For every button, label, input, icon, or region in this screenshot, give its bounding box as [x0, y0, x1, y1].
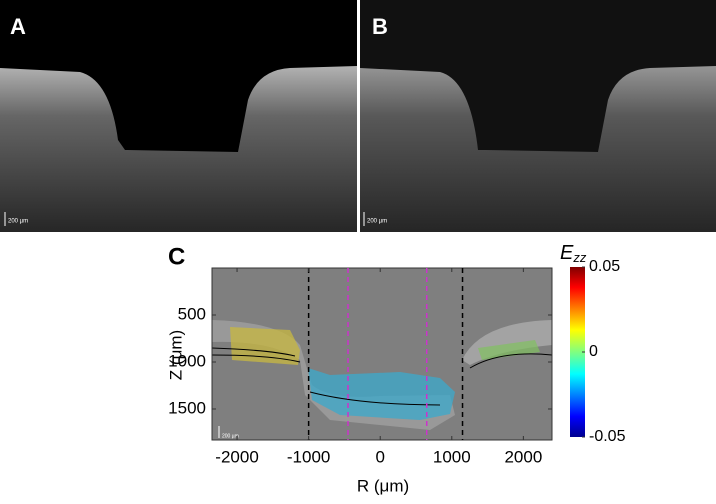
x-axis-label: R (μm)	[357, 476, 409, 495]
y-axis-label: Z (μm)	[166, 330, 185, 380]
colorbar-title-main: E	[560, 242, 574, 264]
layer-boundary	[211, 347, 553, 406]
x-tick-label: -2000	[215, 447, 258, 466]
colorbar-tick-label: -0.05	[589, 428, 626, 445]
y-tick-label: 1500	[168, 398, 206, 417]
colorbar-title-subscript: zz	[572, 250, 587, 265]
scale-bar-label: 200 µm	[367, 219, 387, 225]
x-tick-label: 1000	[433, 447, 471, 466]
panel-a: A 200 µm	[0, 0, 357, 232]
scale-bar-label: 200 µm	[8, 219, 28, 225]
x-tick-label: -1000	[287, 447, 330, 466]
colorbar-tick-label: 0	[589, 343, 598, 360]
retina	[0, 66, 357, 232]
x-tick-label: 0	[375, 447, 384, 466]
retina	[360, 66, 716, 232]
colorbar	[570, 267, 585, 437]
y-tick-label: 500	[178, 304, 206, 323]
scale-bar-label: 200 µm	[222, 433, 239, 439]
strain-overlay	[230, 327, 300, 365]
axes-frame	[211, 267, 553, 441]
panel-label: B	[372, 14, 388, 39]
colorbar-title: Ezz	[560, 242, 587, 265]
panel-label: A	[10, 14, 26, 39]
panel-c: C 200 µm R (μm) Z (μm) Ezz -2000 -1000 0 10…	[166, 242, 625, 495]
y-tick-label: 1000	[168, 351, 206, 370]
colorbar-tick-label: 0.05	[589, 258, 620, 275]
strain-overlay	[478, 340, 540, 360]
x-tick-label: 2000	[504, 447, 542, 466]
strain-overlay	[308, 368, 455, 420]
panel-b: B 200 µm	[360, 0, 716, 232]
panel-label: C	[168, 243, 185, 270]
